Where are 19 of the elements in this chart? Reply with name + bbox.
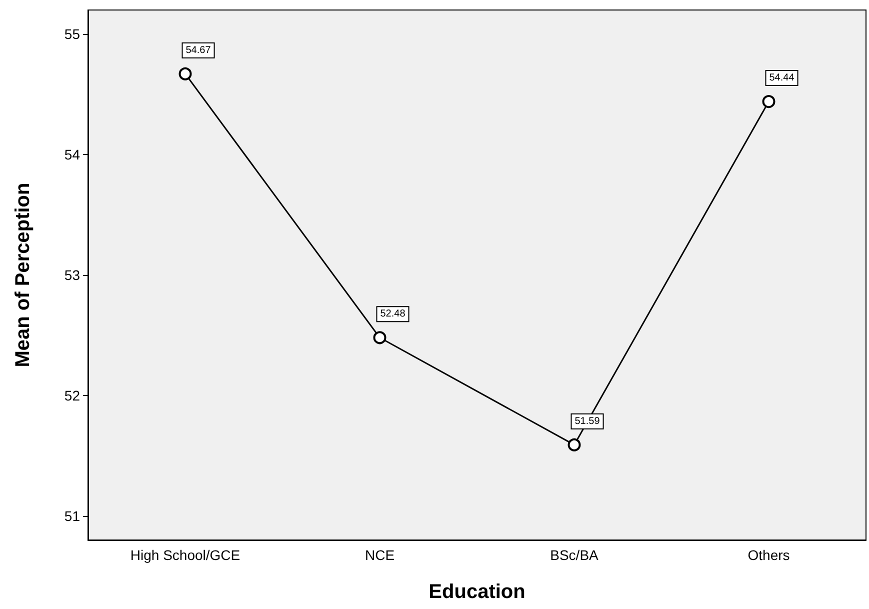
data-label: 51.59	[574, 416, 600, 427]
x-tick-label: Others	[748, 547, 790, 563]
y-tick-label: 54	[64, 146, 80, 163]
point	[762, 95, 776, 108]
y-tick-label: 53	[64, 267, 80, 283]
data-label: 54.44	[769, 72, 795, 84]
y-tick-label: 51	[64, 508, 80, 524]
x-axis-title: Education	[428, 581, 526, 603]
y-tick-label: 55	[64, 26, 80, 42]
y-axis-title: Mean of Perception	[12, 182, 34, 368]
point	[568, 438, 581, 452]
x-tick-label: BSc/BA	[550, 547, 600, 563]
point	[373, 331, 386, 344]
data-label: 52.48	[380, 308, 406, 320]
data-label: 54.67	[186, 44, 212, 56]
point	[178, 67, 192, 80]
x-tick-label: NCE	[364, 547, 395, 563]
y-tick-label: 52	[64, 387, 80, 404]
x-tick-label: High School/GCE	[130, 547, 240, 563]
